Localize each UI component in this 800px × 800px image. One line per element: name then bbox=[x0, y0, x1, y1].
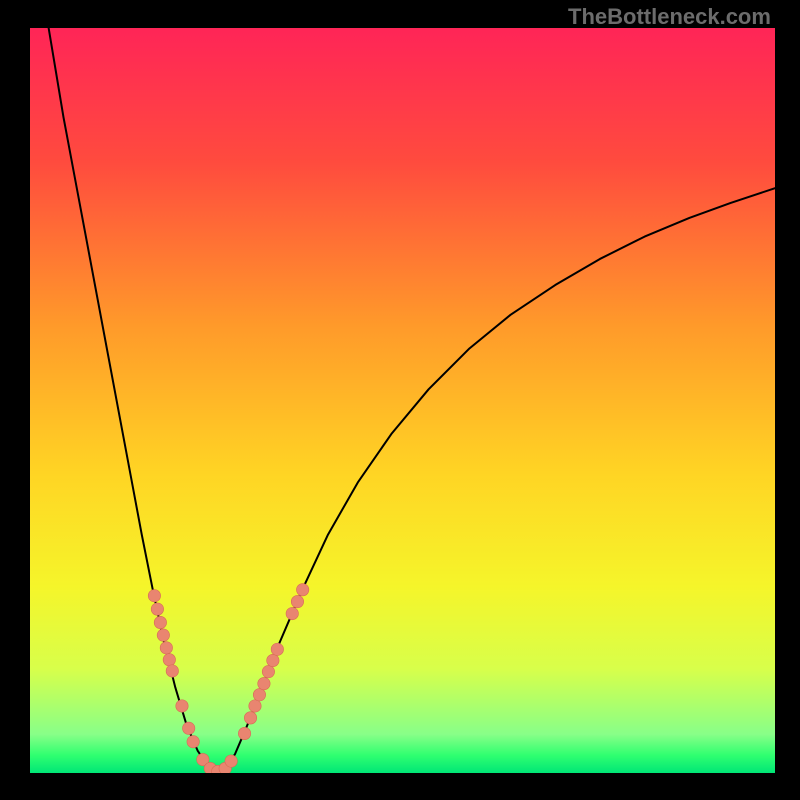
data-marker bbox=[258, 677, 270, 689]
data-marker bbox=[296, 584, 308, 596]
data-marker bbox=[154, 616, 166, 628]
data-marker bbox=[271, 643, 283, 655]
data-marker bbox=[253, 689, 265, 701]
data-marker bbox=[238, 727, 250, 739]
data-marker bbox=[286, 607, 298, 619]
data-marker bbox=[166, 665, 178, 677]
data-marker bbox=[182, 722, 194, 734]
data-marker bbox=[157, 629, 169, 641]
data-marker bbox=[291, 595, 303, 607]
data-marker bbox=[249, 700, 261, 712]
data-marker bbox=[151, 603, 163, 615]
data-marker bbox=[163, 654, 175, 666]
data-marker bbox=[176, 700, 188, 712]
data-marker bbox=[225, 755, 237, 767]
data-marker bbox=[244, 712, 256, 724]
data-marker bbox=[148, 589, 160, 601]
data-marker bbox=[267, 654, 279, 666]
data-marker bbox=[160, 642, 172, 654]
data-marker bbox=[262, 665, 274, 677]
data-marker bbox=[187, 736, 199, 748]
watermark-text: TheBottleneck.com bbox=[568, 4, 771, 30]
chart-container: { "watermark": { "text": "TheBottleneck.… bbox=[0, 0, 800, 800]
bottleneck-chart bbox=[30, 28, 775, 773]
gradient-background bbox=[30, 28, 775, 773]
